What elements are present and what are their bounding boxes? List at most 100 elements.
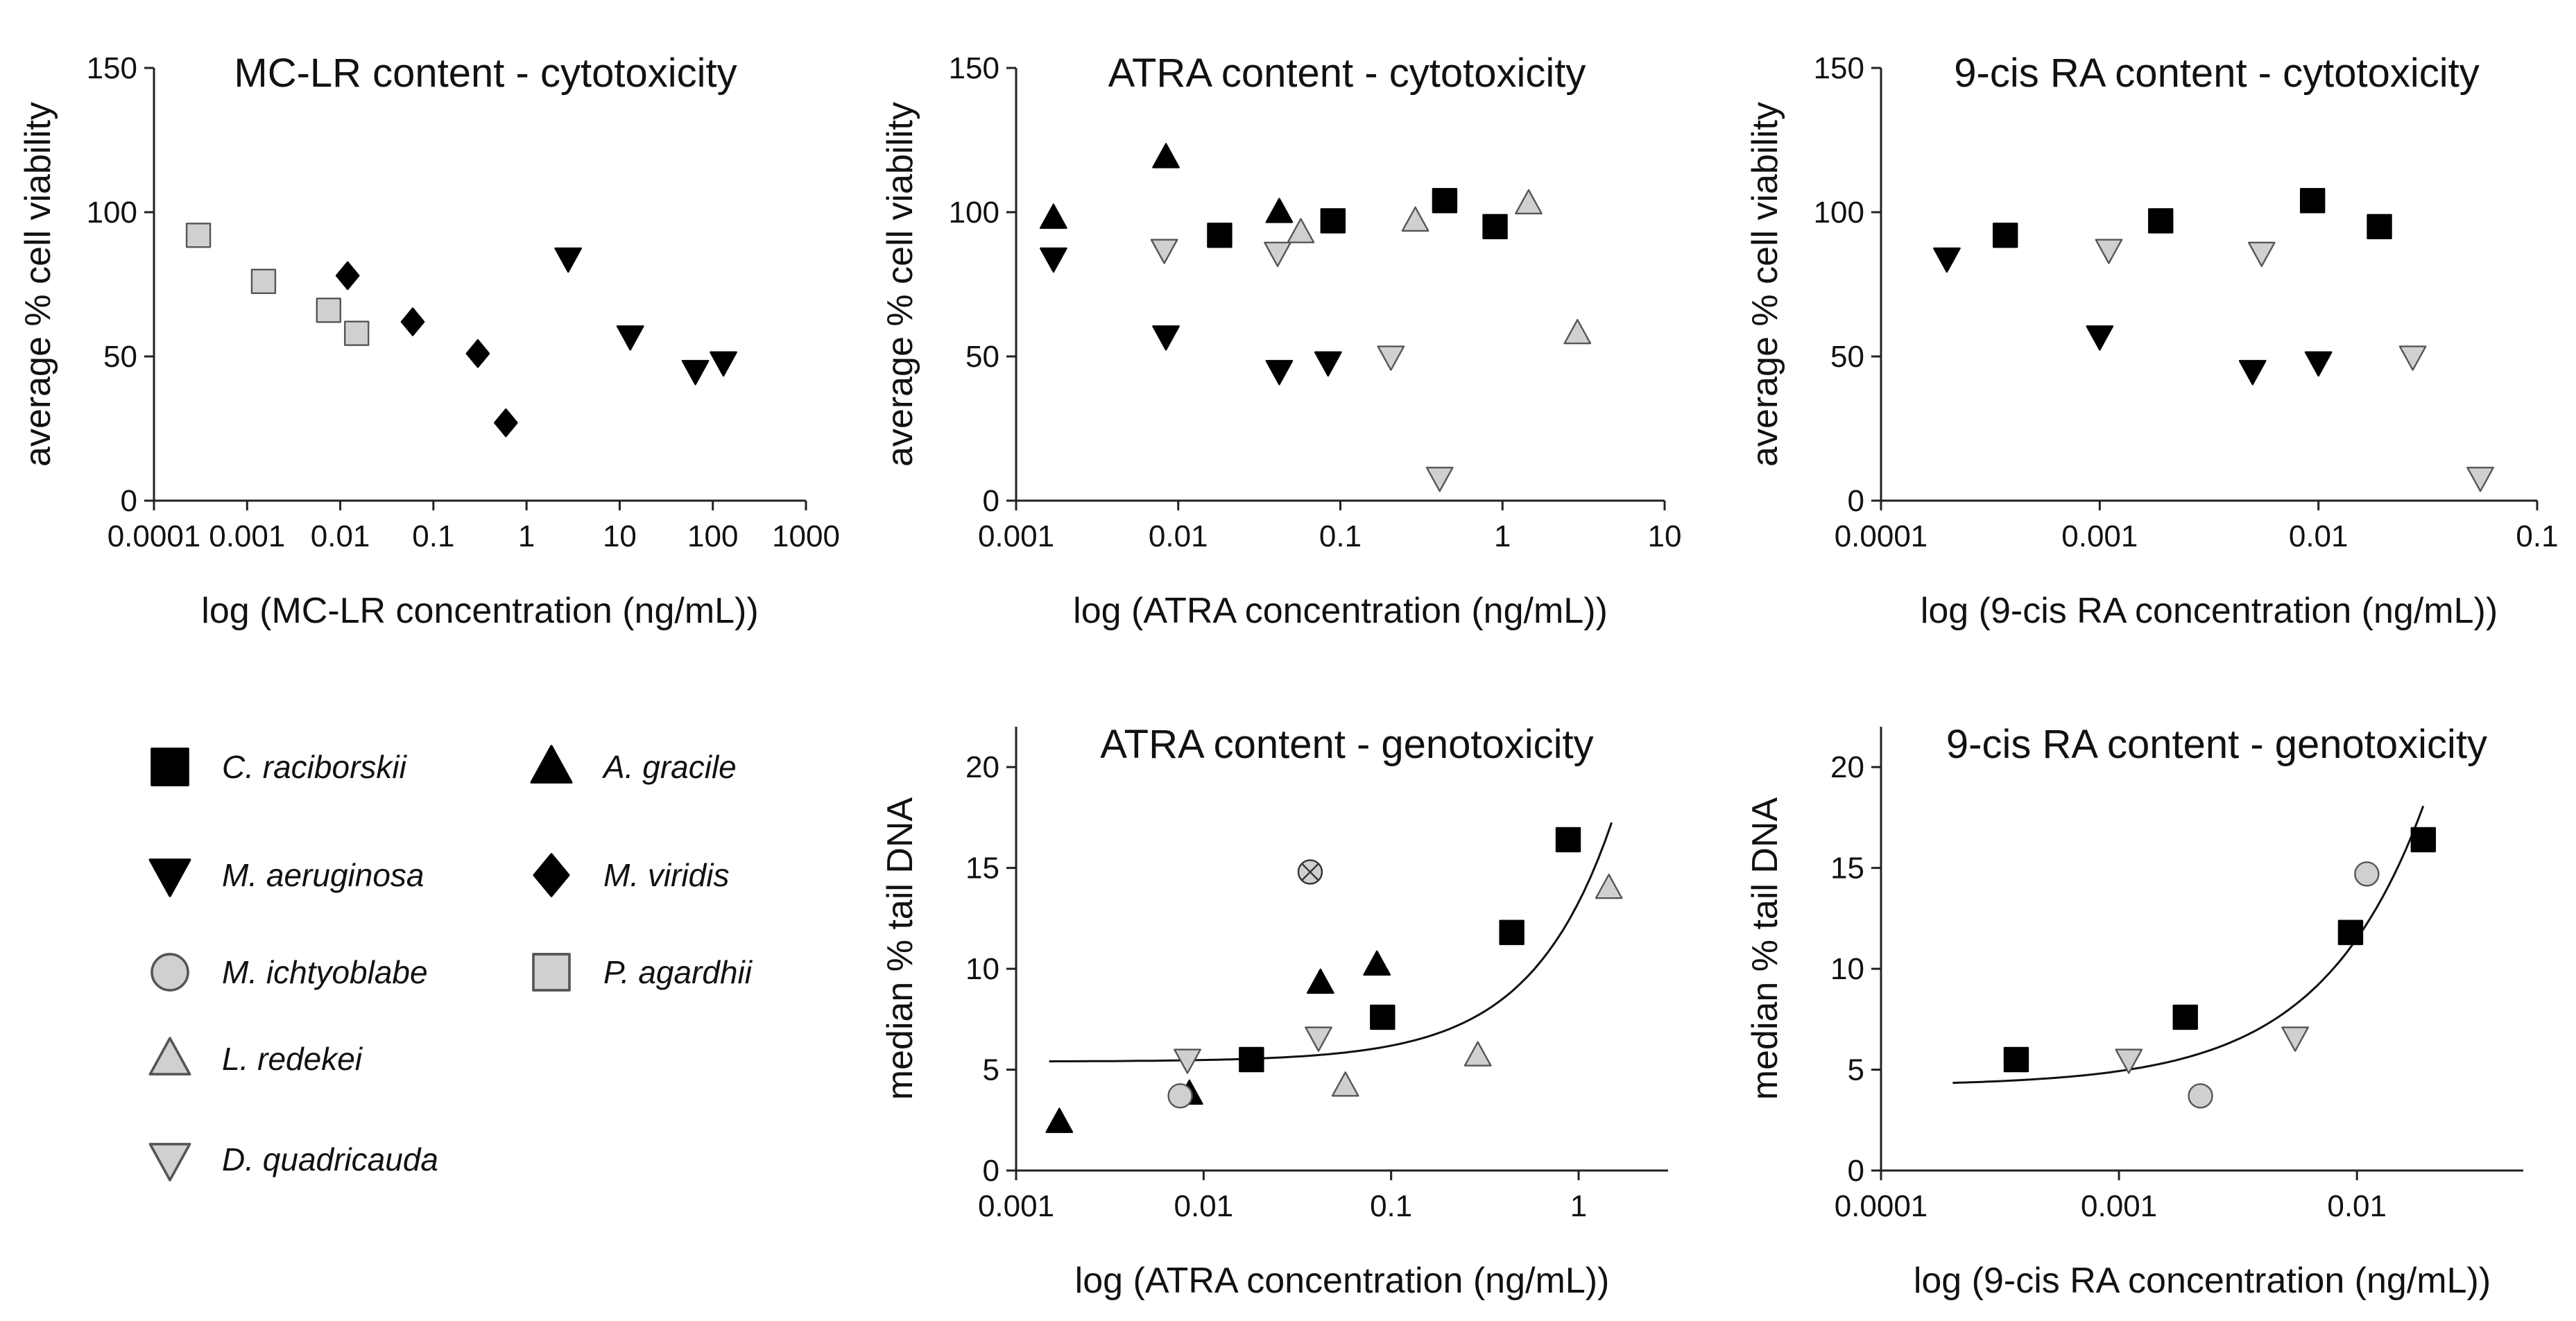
x-tick-label: 1 [1570,1189,1587,1223]
y-tick-label: 50 [965,340,999,374]
data-point-d [1174,1048,1201,1074]
y-tick-label: 5 [983,1053,999,1087]
legend-marker-m [148,858,191,897]
data-point-c [2003,1046,2029,1073]
legend-item: M. aeruginosa [148,857,424,897]
data-point-l [1463,1041,1492,1067]
legend: C. raciborskii A. gracile M. aeruginosa M. … [148,745,753,1182]
legend-label: A. gracile [601,749,737,785]
legend-label: M. ichtyoblabe [222,954,428,990]
data-point-c [1370,1004,1396,1030]
x-tick-label: 10 [603,519,637,553]
data-point-p [316,297,341,323]
data-point-c [1992,223,2018,248]
data-point-m [1314,351,1342,377]
y-tick-label: 100 [949,196,999,230]
data-point-d [2466,467,2495,492]
y-tick-label: 0 [983,1154,999,1188]
data-point-c [2300,188,2326,214]
x-tick-label: 0.001 [209,519,285,553]
data-point-d [2115,1048,2143,1074]
legend-label: C. raciborskii [222,749,408,785]
x-tick-label: 0.001 [978,519,1054,553]
x-tick-label: 0.01 [2327,1189,2387,1223]
y-tick-label: 150 [87,51,137,85]
data-point-l [1515,189,1543,215]
y-tick-label: 10 [965,952,999,986]
y-axis-label: average % cell viability [880,102,920,467]
y-tick-label: 15 [1830,852,1864,886]
x-tick-label: 0.001 [2081,1189,2157,1223]
data-point-d [1377,345,1405,371]
chart-mclr-cyto: 0 50 100 150 0.0001 0.001 0.01 0.1 1 10 100 1000 MC-… [18,51,840,631]
x-tick-label: 100 [687,519,738,553]
data-point-m [2238,360,2267,386]
data-point-a [1306,968,1334,994]
y-tick-label: 50 [103,340,137,374]
legend-marker-i [151,953,189,992]
chart-title: 9-cis RA content - cytotoxicity [1954,51,2479,96]
data-point-i [2188,1083,2213,1109]
x-tick-label: 0.01 [1174,1189,1234,1223]
data-point-c [2172,1004,2198,1030]
data-point-v [465,339,490,368]
data-point-d [2281,1026,2309,1052]
legend-marker-v [533,853,570,897]
data-point-c [2410,827,2437,853]
data-point-a [1363,950,1391,976]
data-point-v [335,261,360,291]
chart-title: ATRA content - cytotoxicity [1108,51,1586,96]
data-point-m [1039,247,1067,273]
x-tick-label: 0.1 [2516,519,2558,553]
x-axis-label: log (9-cis RA concentration (ng/mL)) [1914,1261,2491,1301]
data-point-c [1207,223,1233,248]
x-tick-label: 0.001 [978,1189,1054,1223]
legend-marker-d [148,1143,191,1182]
y-tick-label: 20 [965,750,999,784]
data-point-p [250,268,277,295]
fit-curve [1952,805,2425,1085]
data-point-a [1039,203,1067,229]
fit-curve [1049,822,1613,1063]
legend-label: L. redekei [222,1041,363,1077]
x-tick-label: 0.1 [1370,1189,1412,1223]
data-point-d [1150,239,1178,264]
x-axis-label: log (ATRA concentration (ng/mL)) [1073,591,1608,631]
data-point-l [1595,873,1623,899]
data-point-m [2304,351,2333,377]
y-tick-label: 0 [121,484,137,518]
data-point-d [2398,345,2427,371]
data-point-c [1320,208,1346,234]
x-axis-label: log (9-cis RA concentration (ng/mL)) [1921,591,2498,631]
data-point-d [1305,1026,1332,1052]
y-tick-label: 100 [87,196,137,230]
data-point-c [1482,214,1508,239]
y-tick-label: 20 [1830,750,1864,784]
data-point-v [494,408,518,438]
x-tick-label: 10 [1648,519,1682,553]
legend-item: M. ichtyoblabe [151,953,428,992]
x-tick-label: 1 [518,519,535,553]
data-point-p [185,223,212,248]
y-tick-label: 100 [1814,196,1864,230]
y-axis-label: average % cell viability [1745,102,1785,467]
data-point-c [1239,1046,1264,1073]
legend-label: M. aeruginosa [222,857,424,893]
data-point-c [1499,919,1525,945]
data-point-a [1265,198,1294,223]
x-axis-label: log (MC-LR concentration (ng/mL)) [201,591,758,631]
data-point-d [1264,241,1291,267]
data-point-m [1265,360,1294,386]
data-point-c [2148,208,2174,234]
y-axis-label: average % cell viability [18,102,58,467]
data-point-c [1432,188,1458,214]
data-point-m [2086,325,2114,351]
chart-title: ATRA content - genotoxicity [1100,722,1593,767]
data-point-c [2337,919,2364,945]
x-tick-label: 0.01 [2289,519,2349,553]
legend-item: M. viridis [533,853,729,897]
data-point-l [1331,1071,1359,1097]
legend-item: C. raciborskii [151,748,408,786]
y-axis-label: median % tail DNA [880,797,920,1100]
